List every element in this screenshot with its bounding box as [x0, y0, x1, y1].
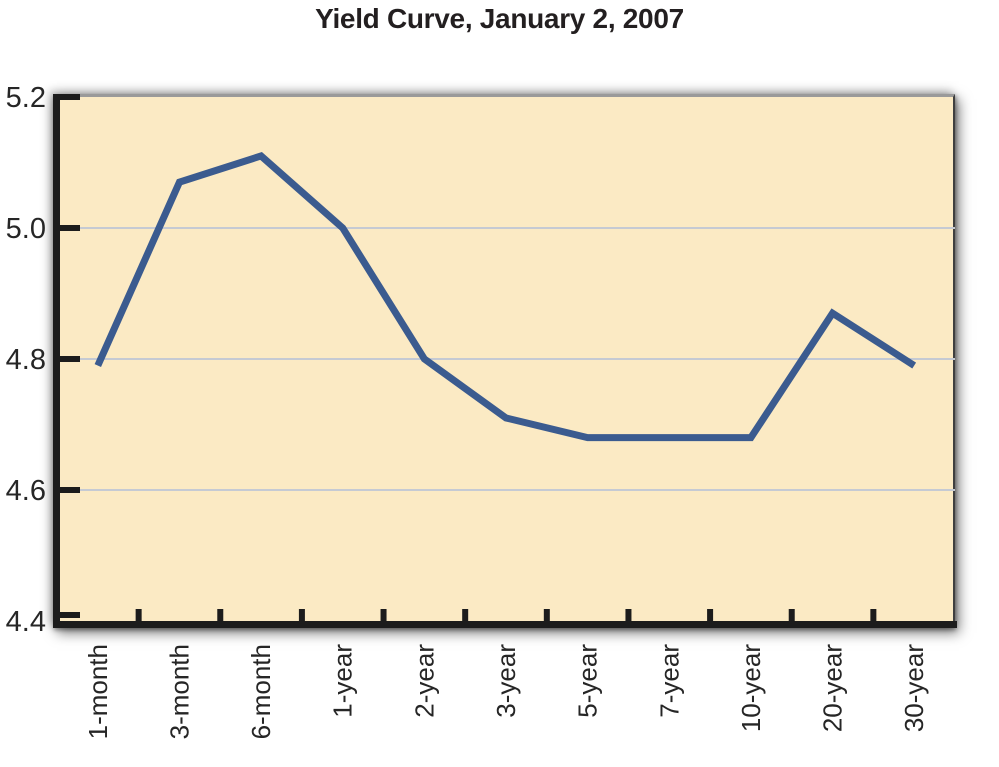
y-tick-label: 4.6	[6, 475, 46, 507]
x-tick-mark	[788, 609, 795, 621]
y-axis	[53, 94, 60, 628]
x-tick-label: 3-year	[491, 644, 521, 718]
y-tick-mark	[60, 225, 80, 231]
x-tick-label: 10-year	[736, 644, 766, 732]
x-tick-label: 3-month	[164, 644, 194, 739]
x-tick-label: 20-year	[818, 644, 848, 732]
y-tick-mark	[60, 356, 80, 362]
chart-title: Yield Curve, January 2, 2007	[315, 3, 684, 34]
x-axis	[53, 621, 957, 628]
x-tick-label: 5-year	[573, 644, 603, 718]
y-tick-label: 5.0	[6, 213, 46, 245]
x-tick-label: 1-year	[328, 644, 358, 718]
y-tick-label: 4.8	[6, 344, 46, 376]
x-tick-label: 7-year	[654, 644, 684, 718]
x-tick-mark	[462, 609, 469, 621]
x-tick-mark	[870, 609, 877, 621]
x-tick-mark	[380, 609, 387, 621]
x-tick-label: 6-month	[246, 644, 276, 739]
x-tick-mark	[217, 609, 224, 621]
y-tick-label: 4.4	[6, 606, 46, 638]
x-tick-mark	[707, 609, 714, 621]
x-tick-mark	[298, 609, 305, 621]
x-tick-mark	[543, 609, 550, 621]
x-tick-label: 1-month	[83, 644, 113, 739]
x-tick-label: 30-year	[899, 644, 929, 732]
y-tick-label: 5.2	[6, 82, 46, 114]
yield-curve-line	[94, 152, 917, 442]
y-tick-mark	[60, 612, 80, 618]
x-tick-mark	[135, 609, 142, 621]
y-tick-mark	[60, 94, 80, 100]
x-tick-label: 2-year	[409, 644, 439, 718]
y-tick-mark	[60, 487, 80, 493]
x-tick-mark	[625, 609, 632, 621]
